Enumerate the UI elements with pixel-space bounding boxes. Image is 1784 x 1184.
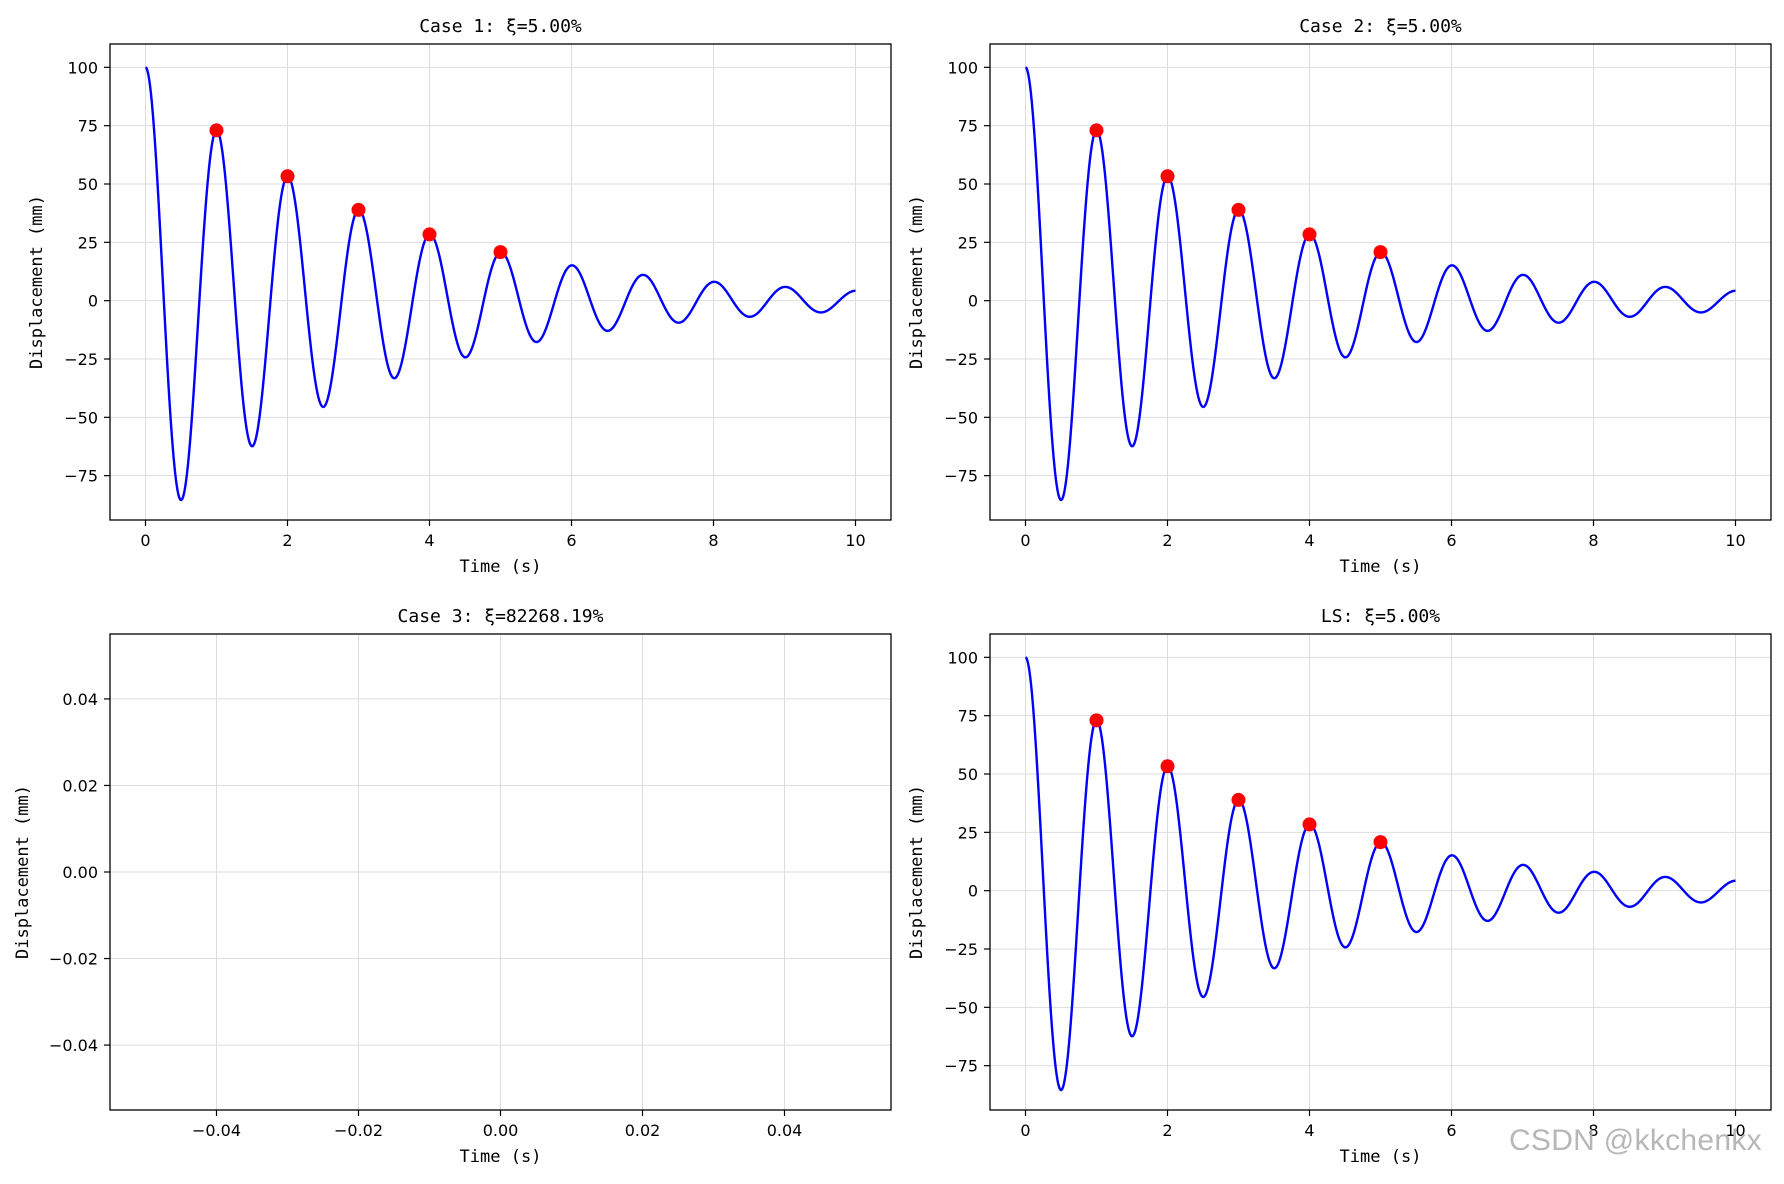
peak-marker [351, 202, 366, 217]
y-tick-label: 50 [958, 175, 978, 194]
peak-marker [209, 123, 224, 138]
y-tick-label: 0 [968, 292, 978, 311]
plot-area [144, 66, 856, 502]
x-tick-label: 2 [1162, 1121, 1172, 1140]
y-tick-label: −25 [944, 350, 978, 369]
x-tick-label: 10 [1725, 531, 1745, 550]
peak-marker [280, 169, 295, 184]
x-tick-label: 0 [140, 531, 150, 550]
x-tick-label: 10 [1725, 1121, 1745, 1140]
y-tick-label: 50 [958, 765, 978, 784]
y-tick-label: −75 [64, 467, 98, 486]
plot-area [1024, 66, 1736, 502]
y-tick-label: 75 [958, 117, 978, 136]
x-tick-label: 0.00 [483, 1121, 519, 1140]
y-tick-label: 100 [947, 648, 978, 667]
y-tick-label: 100 [67, 58, 98, 77]
peak-marker [1089, 123, 1104, 138]
x-tick-label: 2 [1162, 531, 1172, 550]
x-tick-label: 6 [1446, 1121, 1456, 1140]
subplot-2: 0 2 4 6 8 10 −75 −50 −25 0 25 50 75 100 Case 2: ξ=5.00… [907, 16, 1772, 577]
subplot-title: Case 1: ξ=5.00% [419, 16, 582, 37]
peak-marker [1373, 835, 1388, 850]
displacement-line [144, 66, 856, 502]
axes-frame [109, 43, 892, 521]
displacement-line [1024, 656, 1736, 1092]
y-tick-label: 0 [968, 882, 978, 901]
subplot-title: LS: ξ=5.00% [1321, 606, 1440, 627]
subplot-title: Case 2: ξ=5.00% [1299, 16, 1462, 37]
x-tick-label: 0.02 [625, 1121, 661, 1140]
y-axis-label: Displacement (mm) [27, 195, 47, 369]
peak-marker [1302, 227, 1317, 242]
y-tick-label: −25 [944, 940, 978, 959]
plot-area [1024, 656, 1736, 1092]
x-tick-label: 6 [1446, 531, 1456, 550]
x-tick-label: 8 [708, 531, 718, 550]
peak-marker [493, 245, 508, 260]
x-tick-label: 6 [566, 531, 576, 550]
peak-marker [1231, 202, 1246, 217]
watermark: CSDN @kkchenkx [1508, 1124, 1762, 1157]
y-tick-label: 75 [958, 707, 978, 726]
x-tick-label: 2 [282, 531, 292, 550]
y-tick-label: 25 [958, 233, 978, 252]
y-tick-label: 50 [78, 175, 98, 194]
y-tick-label: 0 [88, 292, 98, 311]
y-tick-label: −25 [64, 350, 98, 369]
axes-frame [989, 43, 1772, 521]
x-tick-label: −0.02 [334, 1121, 383, 1140]
x-axis-label: Time (s) [460, 557, 542, 577]
y-tick-label: −75 [944, 1057, 978, 1076]
y-tick-label: 25 [958, 823, 978, 842]
y-axis-label: Displacement (mm) [907, 195, 927, 369]
x-tick-label: 10 [845, 531, 865, 550]
subplot-4: 0 2 4 6 8 10 −75 −50 −25 0 25 50 75 100 LS: ξ=5.00% Tim… [907, 606, 1772, 1167]
x-axis-label: Time (s) [1340, 557, 1422, 577]
peak-marker [1160, 169, 1175, 184]
x-tick-label: −0.04 [192, 1121, 241, 1140]
peak-marker [1231, 792, 1246, 807]
y-tick-label: 0.00 [62, 863, 98, 882]
peak-marker [1089, 713, 1104, 728]
x-axis-label: Time (s) [460, 1147, 542, 1167]
x-tick-label: 0 [1020, 531, 1030, 550]
x-tick-label: 8 [1588, 531, 1598, 550]
x-tick-label: 4 [1304, 531, 1314, 550]
x-tick-label: 0.04 [767, 1121, 803, 1140]
subplot-3: −0.04 −0.02 0.00 0.02 0.04 −0.04 −0.02 0.00 0.02… [13, 606, 892, 1167]
peak-marker [422, 227, 437, 242]
peak-marker [1160, 759, 1175, 774]
y-tick-label: −50 [64, 408, 98, 427]
x-tick-label: 4 [1304, 1121, 1314, 1140]
x-tick-label: 4 [424, 531, 434, 550]
peak-marker [1373, 245, 1388, 260]
y-tick-label: 0.02 [62, 776, 98, 795]
y-tick-label: 25 [78, 233, 98, 252]
y-tick-label: 100 [947, 58, 978, 77]
y-tick-label: 75 [78, 117, 98, 136]
x-tick-label: 8 [1588, 1121, 1598, 1140]
y-tick-label: −0.02 [49, 950, 98, 969]
y-tick-label: −50 [944, 408, 978, 427]
x-axis-label: Time (s) [1340, 1147, 1422, 1167]
y-tick-label: −75 [944, 467, 978, 486]
x-tick-label: 0 [1020, 1121, 1030, 1140]
y-tick-label: 0.04 [62, 690, 98, 709]
subplot-1: 0 2 4 6 8 10 −75 −50 −25 0 25 50 75 100 Case 1: ξ=5.00… [27, 16, 892, 577]
y-tick-label: −50 [944, 998, 978, 1017]
y-axis-label: Displacement (mm) [13, 785, 33, 959]
y-axis-label: Displacement (mm) [907, 785, 927, 959]
displacement-line [1024, 66, 1736, 502]
subplot-title: Case 3: ξ=82268.19% [398, 606, 604, 627]
axes-frame [989, 633, 1772, 1111]
peak-marker [1302, 817, 1317, 832]
y-tick-label: −0.04 [49, 1036, 98, 1055]
